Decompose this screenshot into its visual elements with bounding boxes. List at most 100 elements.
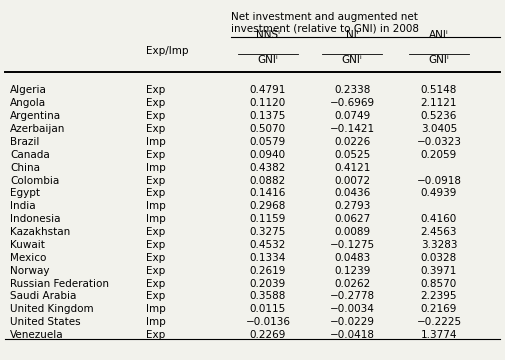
- Text: 0.5236: 0.5236: [420, 111, 456, 121]
- Text: 0.1416: 0.1416: [249, 189, 285, 198]
- Text: 0.0089: 0.0089: [333, 227, 370, 237]
- Text: Exp: Exp: [146, 292, 165, 301]
- Text: Norway: Norway: [10, 266, 49, 276]
- Text: 0.1159: 0.1159: [249, 214, 285, 224]
- Text: Canada: Canada: [10, 150, 49, 160]
- Text: −0.2778: −0.2778: [329, 292, 374, 301]
- Text: Imp: Imp: [146, 304, 166, 314]
- Text: −0.0323: −0.0323: [416, 137, 461, 147]
- Text: Exp: Exp: [146, 124, 165, 134]
- Text: −0.1275: −0.1275: [329, 240, 374, 250]
- Text: Imp: Imp: [146, 317, 166, 327]
- Text: Azerbaijan: Azerbaijan: [10, 124, 65, 134]
- Text: 0.4791: 0.4791: [249, 85, 285, 95]
- Text: 0.0436: 0.0436: [333, 189, 370, 198]
- Text: Exp: Exp: [146, 279, 165, 289]
- Text: −0.1421: −0.1421: [329, 124, 374, 134]
- Text: Kazakhstan: Kazakhstan: [10, 227, 70, 237]
- Text: Argentina: Argentina: [10, 111, 61, 121]
- Text: GNIⁱ: GNIⁱ: [341, 55, 362, 65]
- Text: 0.0072: 0.0072: [333, 176, 370, 186]
- Text: 0.0882: 0.0882: [249, 176, 285, 186]
- Text: Colombia: Colombia: [10, 176, 59, 186]
- Text: Exp: Exp: [146, 98, 165, 108]
- Text: investment (relative to GNI) in 2008: investment (relative to GNI) in 2008: [230, 23, 418, 33]
- Text: Exp: Exp: [146, 189, 165, 198]
- Text: 0.2039: 0.2039: [249, 279, 285, 289]
- Text: 0.4121: 0.4121: [333, 163, 370, 173]
- Text: Exp: Exp: [146, 111, 165, 121]
- Text: 0.0940: 0.0940: [249, 150, 285, 160]
- Text: 0.0627: 0.0627: [333, 214, 370, 224]
- Text: 0.3588: 0.3588: [249, 292, 285, 301]
- Text: 0.2338: 0.2338: [333, 85, 370, 95]
- Text: India: India: [10, 201, 35, 211]
- Text: Imp: Imp: [146, 214, 166, 224]
- Text: 0.2269: 0.2269: [249, 330, 285, 340]
- Text: 0.1334: 0.1334: [249, 253, 285, 263]
- Text: Exp: Exp: [146, 85, 165, 95]
- Text: −0.2225: −0.2225: [416, 317, 461, 327]
- Text: 3.3283: 3.3283: [420, 240, 457, 250]
- Text: Exp/Imp: Exp/Imp: [146, 46, 188, 56]
- Text: −0.0418: −0.0418: [329, 330, 374, 340]
- Text: Net investment and augmented net: Net investment and augmented net: [230, 12, 417, 22]
- Text: 0.1375: 0.1375: [249, 111, 285, 121]
- Text: 0.5070: 0.5070: [249, 124, 285, 134]
- Text: 0.4532: 0.4532: [249, 240, 285, 250]
- Text: 0.2793: 0.2793: [333, 201, 370, 211]
- Text: Venezuela: Venezuela: [10, 330, 64, 340]
- Text: Exp: Exp: [146, 150, 165, 160]
- Text: 0.0483: 0.0483: [333, 253, 370, 263]
- Text: Exp: Exp: [146, 227, 165, 237]
- Text: 0.0328: 0.0328: [420, 253, 456, 263]
- Text: 1.3774: 1.3774: [420, 330, 457, 340]
- Text: Kuwait: Kuwait: [10, 240, 45, 250]
- Text: Russian Federation: Russian Federation: [10, 279, 109, 289]
- Text: 0.4382: 0.4382: [249, 163, 285, 173]
- Text: Angola: Angola: [10, 98, 46, 108]
- Text: 0.0579: 0.0579: [249, 137, 285, 147]
- Text: Indonesia: Indonesia: [10, 214, 61, 224]
- Text: ANIⁱ: ANIⁱ: [428, 30, 448, 40]
- Text: Imp: Imp: [146, 201, 166, 211]
- Text: United States: United States: [10, 317, 80, 327]
- Text: 0.0749: 0.0749: [333, 111, 370, 121]
- Text: 0.1120: 0.1120: [249, 98, 285, 108]
- Text: GNIⁱ: GNIⁱ: [428, 55, 448, 65]
- Text: 0.4160: 0.4160: [420, 214, 456, 224]
- Text: 2.4563: 2.4563: [420, 227, 457, 237]
- Text: Egypt: Egypt: [10, 189, 40, 198]
- Text: 0.2619: 0.2619: [249, 266, 285, 276]
- Text: Brazil: Brazil: [10, 137, 39, 147]
- Text: NIⁱ: NIⁱ: [345, 30, 358, 40]
- Text: −0.0918: −0.0918: [416, 176, 461, 186]
- Text: 2.1121: 2.1121: [420, 98, 457, 108]
- Text: 0.5148: 0.5148: [420, 85, 456, 95]
- Text: Exp: Exp: [146, 176, 165, 186]
- Text: −0.6969: −0.6969: [329, 98, 374, 108]
- Text: −0.0034: −0.0034: [329, 304, 374, 314]
- Text: Saudi Arabia: Saudi Arabia: [10, 292, 76, 301]
- Text: 0.0115: 0.0115: [249, 304, 285, 314]
- Text: NNSⁱ: NNSⁱ: [256, 30, 279, 40]
- Text: 0.2968: 0.2968: [249, 201, 285, 211]
- Text: 2.2395: 2.2395: [420, 292, 457, 301]
- Text: 0.2169: 0.2169: [420, 304, 456, 314]
- Text: 0.1239: 0.1239: [333, 266, 370, 276]
- Text: 0.8570: 0.8570: [420, 279, 456, 289]
- Text: 0.3971: 0.3971: [420, 266, 456, 276]
- Text: 0.0262: 0.0262: [333, 279, 370, 289]
- Text: 0.0226: 0.0226: [333, 137, 370, 147]
- Text: United Kingdom: United Kingdom: [10, 304, 93, 314]
- Text: −0.0136: −0.0136: [245, 317, 290, 327]
- Text: 0.2059: 0.2059: [420, 150, 456, 160]
- Text: Exp: Exp: [146, 240, 165, 250]
- Text: Exp: Exp: [146, 266, 165, 276]
- Text: Mexico: Mexico: [10, 253, 46, 263]
- Text: −0.0229: −0.0229: [329, 317, 374, 327]
- Text: GNIⁱ: GNIⁱ: [257, 55, 278, 65]
- Text: 0.0525: 0.0525: [333, 150, 370, 160]
- Text: Imp: Imp: [146, 163, 166, 173]
- Text: China: China: [10, 163, 40, 173]
